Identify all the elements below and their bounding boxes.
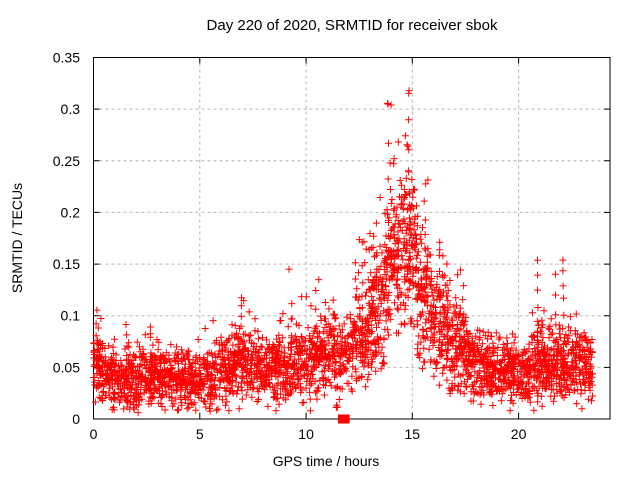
- y-tick-label: 0.3: [61, 101, 81, 117]
- grid-line-path: [93, 57, 610, 419]
- plot-area: [93, 57, 611, 420]
- gridlines: [93, 57, 610, 419]
- x-tick-label: 15: [405, 426, 421, 442]
- tick-mark-path: [93, 57, 610, 420]
- x-tick-label: 10: [298, 426, 314, 442]
- data-points: [90, 87, 596, 417]
- x-tick-label: 0: [90, 426, 98, 442]
- gap-marker: [337, 414, 350, 424]
- y-tick-label: 0.2: [61, 204, 81, 220]
- y-tick-label: 0.15: [53, 256, 80, 272]
- tick-labels: 0 5 10 15 20 0 0.05 0.1 0.15 0.2 0.25 0.3 0.35: [53, 50, 527, 443]
- scatter-points-path: [90, 87, 596, 417]
- y-tick-label: 0: [72, 411, 80, 427]
- y-tick-label: 0.1: [61, 308, 81, 324]
- y-tick-label: 0.25: [53, 153, 80, 169]
- x-tick-label: 5: [196, 426, 204, 442]
- y-tick-label: 0.05: [53, 359, 80, 375]
- y-axis-label: SRMTID / TECUs: [9, 183, 25, 293]
- x-axis-label: GPS time / hours: [273, 453, 380, 469]
- chart-title: Day 220 of 2020, SRMTID for receiver sbo…: [207, 17, 498, 34]
- x-tick-label: 20: [511, 426, 527, 442]
- axis-ticks: [93, 57, 610, 420]
- y-tick-label: 0.35: [53, 50, 80, 66]
